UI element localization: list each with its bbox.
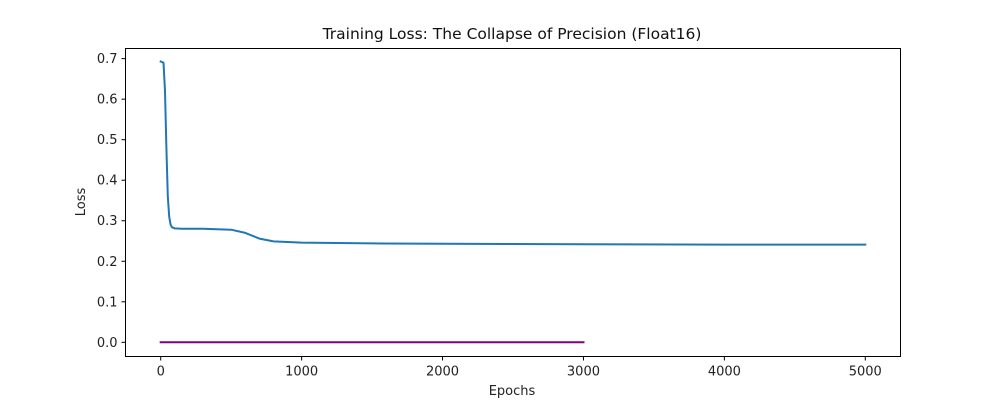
y-tick-label: 0.4 [97,174,118,189]
chart-title: Training Loss: The Collapse of Precision… [322,25,702,43]
x-tick-label: 5000 [849,365,882,380]
y-tick-label: 0.7 [97,52,118,67]
y-tick-label: 0.6 [97,93,118,108]
x-tick-label: 1000 [285,365,318,380]
y-tick-label: 0.0 [97,336,118,351]
series-line-0 [159,60,867,246]
x-axis-label: Epochs [489,384,536,399]
y-axis-label: Loss [74,188,89,217]
y-tick-label: 0.2 [97,255,118,270]
x-tick-label: 2000 [426,365,459,380]
x-tick-label: 0 [157,365,165,380]
x-axis: 0 1000 2000 3000 4000 5000 [157,356,882,380]
x-tick-label: 4000 [708,365,741,380]
axes-frame [125,48,901,357]
y-tick-label: 0.5 [97,133,118,148]
y-tick-label: 0.3 [97,214,118,229]
plot-area [159,60,867,344]
y-tick-label: 0.1 [97,295,118,310]
y-axis: 0.0 0.1 0.2 0.3 0.4 0.5 0.6 0.7 [97,52,126,351]
x-tick-label: 3000 [567,365,600,380]
